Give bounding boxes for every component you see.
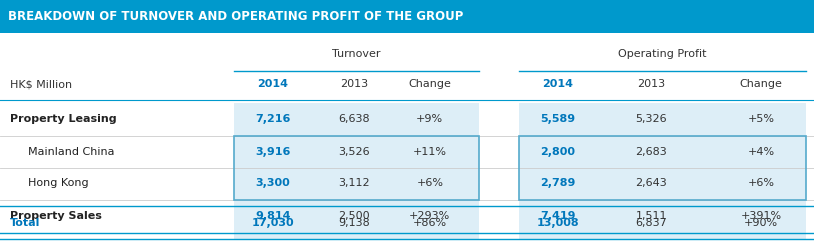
FancyBboxPatch shape bbox=[234, 136, 479, 168]
Text: 7,216: 7,216 bbox=[255, 114, 291, 124]
Text: 2013: 2013 bbox=[340, 79, 368, 89]
Text: 2,500: 2,500 bbox=[339, 211, 370, 221]
Text: 6,837: 6,837 bbox=[635, 218, 667, 228]
FancyBboxPatch shape bbox=[519, 136, 806, 168]
Text: +391%: +391% bbox=[741, 211, 781, 221]
FancyBboxPatch shape bbox=[519, 200, 806, 233]
Text: +6%: +6% bbox=[747, 178, 775, 189]
Text: 2013: 2013 bbox=[637, 79, 665, 89]
Text: 2014: 2014 bbox=[542, 79, 573, 89]
Text: 5,326: 5,326 bbox=[636, 114, 667, 124]
Text: 7,419: 7,419 bbox=[540, 211, 575, 221]
Text: 2,800: 2,800 bbox=[540, 147, 575, 157]
Text: +86%: +86% bbox=[413, 218, 447, 228]
Text: 2014: 2014 bbox=[257, 79, 288, 89]
Text: +6%: +6% bbox=[416, 178, 444, 189]
Text: +4%: +4% bbox=[747, 147, 775, 157]
Text: 5,589: 5,589 bbox=[540, 114, 575, 124]
Text: HK$ Million: HK$ Million bbox=[10, 79, 72, 89]
Text: 3,526: 3,526 bbox=[339, 147, 370, 157]
Text: Hong Kong: Hong Kong bbox=[28, 178, 88, 189]
Text: Mainland China: Mainland China bbox=[28, 147, 114, 157]
FancyBboxPatch shape bbox=[519, 103, 806, 136]
FancyBboxPatch shape bbox=[0, 0, 814, 33]
Text: +293%: +293% bbox=[409, 211, 450, 221]
Text: 17,030: 17,030 bbox=[252, 218, 294, 228]
Text: 2,789: 2,789 bbox=[540, 178, 575, 189]
Text: 9,814: 9,814 bbox=[255, 211, 291, 221]
FancyBboxPatch shape bbox=[234, 206, 479, 239]
Text: 9,138: 9,138 bbox=[338, 218, 370, 228]
FancyBboxPatch shape bbox=[519, 167, 806, 200]
Text: Turnover: Turnover bbox=[332, 49, 380, 59]
Text: Total: Total bbox=[10, 218, 40, 228]
Text: 1,511: 1,511 bbox=[636, 211, 667, 221]
FancyBboxPatch shape bbox=[234, 103, 479, 136]
Text: +9%: +9% bbox=[416, 114, 444, 124]
Text: 3,300: 3,300 bbox=[256, 178, 290, 189]
Text: Operating Profit: Operating Profit bbox=[618, 49, 707, 59]
FancyBboxPatch shape bbox=[234, 200, 479, 233]
Text: +90%: +90% bbox=[744, 218, 778, 228]
Text: Property Leasing: Property Leasing bbox=[10, 114, 116, 124]
Text: 13,008: 13,008 bbox=[536, 218, 579, 228]
Text: +11%: +11% bbox=[413, 147, 447, 157]
Text: 3,112: 3,112 bbox=[339, 178, 370, 189]
FancyBboxPatch shape bbox=[234, 167, 479, 200]
Text: 6,638: 6,638 bbox=[339, 114, 370, 124]
Text: 2,643: 2,643 bbox=[635, 178, 667, 189]
Text: Change: Change bbox=[740, 79, 782, 89]
Text: +5%: +5% bbox=[747, 114, 775, 124]
Text: Change: Change bbox=[409, 79, 451, 89]
Text: 3,916: 3,916 bbox=[255, 147, 291, 157]
Text: 2,683: 2,683 bbox=[635, 147, 667, 157]
Text: Property Sales: Property Sales bbox=[10, 211, 102, 221]
FancyBboxPatch shape bbox=[519, 206, 806, 239]
Text: BREAKDOWN OF TURNOVER AND OPERATING PROFIT OF THE GROUP: BREAKDOWN OF TURNOVER AND OPERATING PROF… bbox=[8, 10, 463, 23]
